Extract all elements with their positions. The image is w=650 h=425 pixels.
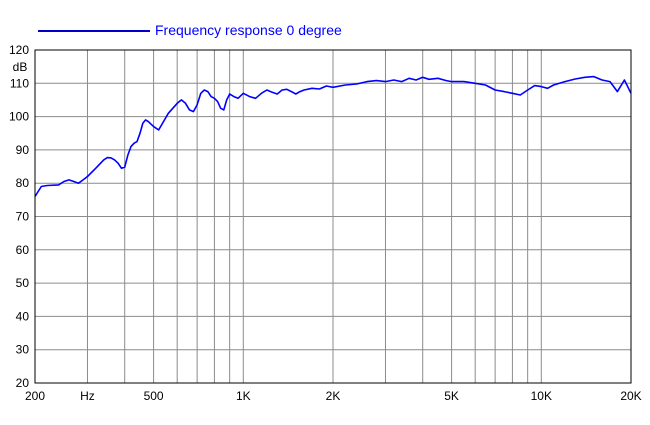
y-tick-label: 40 [16,309,30,323]
y-tick-label: 60 [16,243,30,257]
y-tick-labels: 20 30 40 50 60 70 80 90 100 110 120 [9,43,29,390]
x-tick-label: 200 [25,389,45,403]
y-tick-label: 50 [16,276,30,290]
y-tick-label: 80 [16,176,30,190]
y-axis-label: dB [13,60,28,74]
x-tick-label: 1K [236,389,251,403]
series-line [34,75,632,197]
legend-label: Frequency response 0 degree [155,22,342,38]
x-tick-label: 20K [620,389,641,403]
grid [35,50,631,383]
y-tick-label: 20 [16,376,30,390]
plot-frame [34,49,632,384]
x-tick-label: 10K [531,389,552,403]
x-tick-labels: 200 Hz 500 1K 2K 5K 10K 20K [25,389,642,403]
x-tick-label: 5K [444,389,459,403]
y-tick-label: 100 [9,110,29,124]
y-tick-label: 120 [9,43,29,57]
x-tick-label: 2K [326,389,341,403]
legend: Frequency response 0 degree [38,22,342,38]
y-tick-label: 70 [16,210,30,224]
y-tick-label: 90 [16,143,30,157]
y-tick-label: 30 [16,343,30,357]
x-tick-label: Hz [80,389,95,403]
x-tick-label: 500 [144,389,164,403]
series-layer [34,75,632,197]
y-tick-label: 110 [10,76,29,90]
